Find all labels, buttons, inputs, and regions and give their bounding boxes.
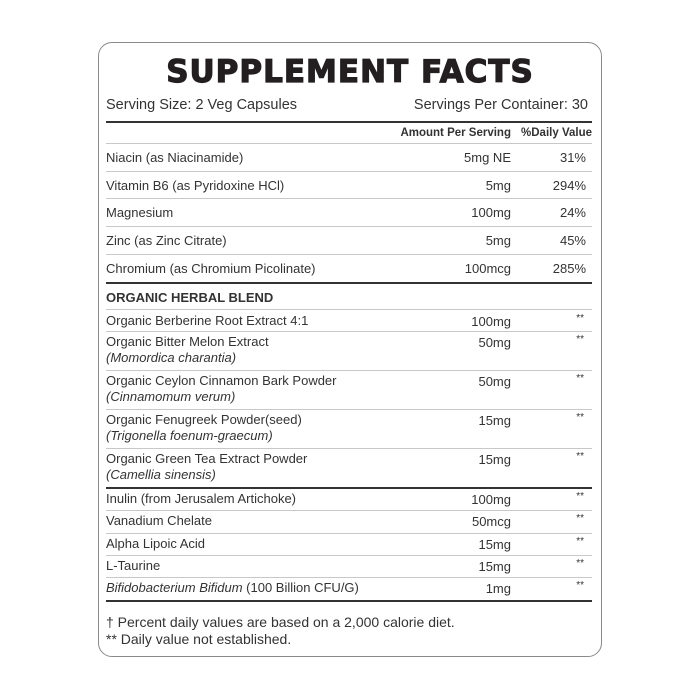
divider — [106, 121, 592, 123]
blend-ingredient-latin: (Trigonella foenum-graecum) — [106, 428, 273, 443]
blend-title: ORGANIC HERBAL BLEND — [106, 290, 274, 305]
divider — [106, 143, 592, 144]
ingredient-name-text: L-Taurine — [106, 557, 161, 573]
divider — [106, 254, 592, 255]
nutrient-name: Chromium (as Chromium Picolinate) — [106, 260, 316, 276]
nutrient-name: Magnesium — [106, 205, 174, 221]
divider — [106, 370, 592, 371]
divider — [106, 331, 592, 332]
nutrient-name: Niacin (as Niacinamide) — [106, 150, 244, 165]
blend-ingredient-dv: ** — [576, 451, 584, 462]
ingredient-name-text: Inulin (from Jerusalem Artichoke) — [106, 491, 297, 506]
ingredient-dv: ** — [576, 580, 584, 592]
nutrient-dv: 31% — [559, 150, 586, 165]
nutrient-amount: 5mg NE — [464, 150, 511, 165]
blend-ingredient-dv: ** — [576, 373, 584, 384]
ingredient-name-text: (100 Billion CFU/G) — [242, 580, 359, 596]
blend-ingredient-name: Organic Ceylon Cinnamon Bark Powder — [106, 373, 337, 388]
ingredient-name: L-Taurine — [106, 558, 160, 573]
blend-ingredient-amount: 100mg — [471, 314, 511, 329]
ingredient-amount: 15mg — [478, 536, 511, 552]
blend-ingredient-amount: 50mg — [478, 374, 511, 389]
divider — [106, 309, 592, 310]
blend-ingredient-name: Organic Berberine Root Extract 4:1 — [106, 313, 309, 328]
divider — [106, 487, 592, 489]
nutrient-dv: 285% — [552, 260, 586, 276]
blend-ingredient-latin: (Momordica charantia) — [106, 350, 237, 365]
ingredient-name: Inulin (from Jerusalem Artichoke) — [106, 491, 296, 506]
nutrient-dv: 294% — [552, 177, 586, 193]
footnote-not-established: ** Daily value not established. — [106, 631, 292, 647]
ingredient-italic-name: Bifidobacterium Bifidum — [106, 580, 243, 596]
divider — [106, 533, 592, 534]
divider — [106, 198, 592, 199]
nutrient-name: Vitamin B6 (as Pyridoxine HCl) — [106, 177, 285, 193]
ingredient-amount: 1mg — [485, 581, 511, 597]
ingredient-dv: ** — [576, 513, 584, 525]
nutrient-name: Zinc (as Zinc Citrate) — [106, 233, 227, 249]
footnote-dv: † Percent daily values are based on a 2,… — [106, 614, 455, 630]
divider — [106, 510, 592, 511]
blend-ingredient-amount: 50mg — [478, 335, 511, 350]
divider — [106, 226, 592, 227]
ingredient-name-text: Alpha Lipoic Acid — [106, 535, 206, 551]
blend-ingredient-name: Organic Green Tea Extract Powder — [106, 451, 308, 466]
ingredient-name: Vanadium Chelate — [106, 513, 212, 528]
amount-header: Amount Per Serving — [400, 127, 511, 139]
blend-ingredient-dv: ** — [576, 412, 584, 423]
nutrient-amount: 100mcg — [464, 260, 511, 276]
blend-ingredient-dv: ** — [576, 313, 584, 324]
blend-ingredient-dv: ** — [576, 334, 584, 345]
ingredient-name: Alpha Lipoic Acid — [106, 536, 205, 551]
divider — [106, 282, 592, 284]
servings-per-container: Servings Per Container: 30 — [413, 97, 588, 113]
divider — [106, 577, 592, 578]
blend-ingredient-latin: (Camellia sinensis) — [106, 467, 216, 482]
supplement-facts-panel — [98, 42, 602, 657]
divider — [106, 555, 592, 556]
blend-ingredient-amount: 15mg — [478, 452, 511, 467]
nutrient-dv: 24% — [559, 205, 586, 221]
divider — [106, 448, 592, 449]
blend-ingredient-name: Organic Fenugreek Powder(seed) — [106, 412, 302, 427]
divider — [106, 171, 592, 172]
ingredient-dv: ** — [576, 535, 584, 547]
ingredient-dv: ** — [576, 491, 584, 502]
divider — [106, 409, 592, 410]
blend-ingredient-name: Organic Bitter Melon Extract — [106, 334, 269, 349]
panel-title: SUPPLEMENT FACTS — [166, 53, 534, 90]
ingredient-dv: ** — [576, 557, 584, 569]
blend-ingredient-latin: (Cinnamomum verum) — [106, 389, 236, 404]
nutrient-amount: 100mg — [471, 205, 511, 221]
ingredient-amount: 15mg — [478, 558, 511, 574]
nutrient-amount: 5mg — [485, 177, 511, 193]
nutrient-dv: 45% — [559, 233, 586, 249]
dv-header: %Daily Value — [521, 127, 592, 139]
nutrient-amount: 5mg — [485, 233, 511, 249]
blend-ingredient-amount: 15mg — [478, 413, 511, 428]
ingredient-amount: 50mcg — [471, 514, 511, 530]
serving-size: Serving Size: 2 Veg Capsules — [106, 97, 298, 113]
ingredient-name-text: Vanadium Chelate — [106, 513, 212, 529]
divider — [106, 600, 592, 602]
ingredient-amount: 100mg — [471, 492, 511, 507]
ingredient-name: Bifidobacterium Bifidum (100 Billion CFU… — [106, 580, 359, 595]
